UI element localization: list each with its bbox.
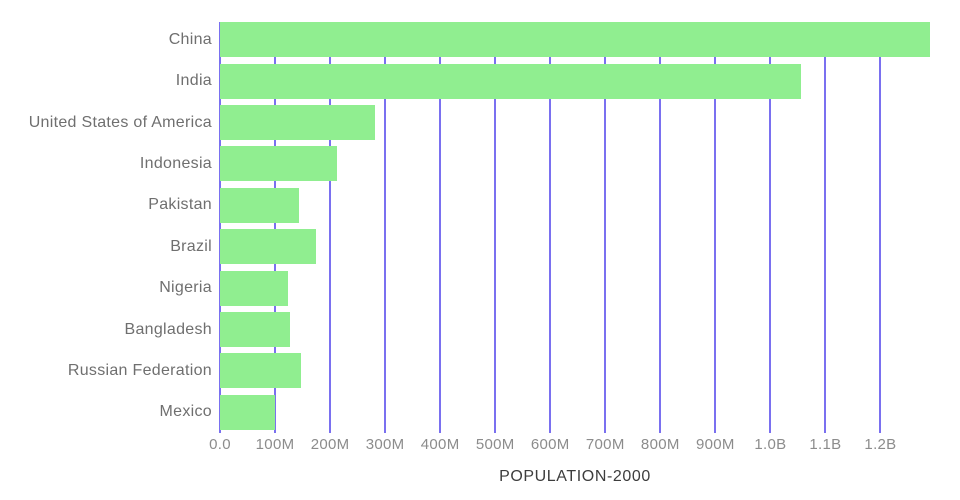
bar-row	[220, 392, 930, 433]
gridline-300M	[384, 22, 387, 433]
chart-title: POPULATION-2000	[499, 468, 651, 485]
bar-row	[220, 102, 930, 143]
x-tick-label: 1.0B	[754, 436, 787, 453]
gridline-800M	[659, 22, 662, 433]
category-label: India	[175, 72, 212, 90]
bar-nigeria	[220, 270, 288, 306]
gridline-400M	[439, 22, 442, 433]
bar-indonesia	[220, 146, 337, 182]
bars-layer	[220, 19, 930, 433]
bar-mexico	[220, 394, 276, 430]
bar-china	[220, 22, 930, 58]
x-tick-label: 200M	[310, 436, 350, 453]
gridline-700M	[604, 22, 607, 433]
x-tick-label: 1.2B	[864, 436, 897, 453]
gridline-1.2B	[879, 22, 882, 433]
gridline-1.1B	[824, 22, 827, 433]
category-label: Nigeria	[159, 279, 212, 297]
x-tick-label: 100M	[255, 436, 295, 453]
category-label: Mexico	[159, 403, 212, 421]
bar-row	[220, 60, 930, 101]
category-label: China	[168, 30, 212, 48]
gridline-1.0B	[769, 22, 772, 433]
bar-row	[220, 143, 930, 184]
category-label: Bangladesh	[124, 320, 212, 338]
y-axis-category-labels: China India United States of America Indone…	[0, 19, 212, 433]
bar-bangladesh	[220, 312, 291, 348]
category-label: Pakistan	[148, 196, 212, 214]
bar-brazil	[220, 229, 317, 265]
category-label: Brazil	[170, 237, 212, 255]
x-tick-label: 900M	[695, 436, 735, 453]
x-tick-label: 1.1B	[809, 436, 842, 453]
x-tick-label: 600M	[530, 436, 570, 453]
gridline-900M	[714, 22, 717, 433]
x-tick-label: 400M	[420, 436, 460, 453]
x-tick-label: 0.0	[209, 436, 231, 453]
x-tick-label: 700M	[585, 436, 625, 453]
category-label: Indonesia	[139, 154, 212, 172]
bar-united-states-of-america	[220, 105, 376, 141]
bar-row	[220, 226, 930, 267]
bar-row	[220, 350, 930, 391]
x-axis-tick-labels: 0.0 100M 200M 300M 400M 500M 600M 700M 800M 900M 1…	[209, 436, 930, 456]
bar-row	[220, 19, 930, 60]
x-tick-label: 500M	[475, 436, 515, 453]
gridline-0.0	[219, 22, 221, 433]
bar-row	[220, 309, 930, 350]
x-tick-label: 300M	[365, 436, 405, 453]
bar-india	[220, 63, 802, 99]
x-tick-label: 800M	[640, 436, 680, 453]
bar-row	[220, 185, 930, 226]
gridline-600M	[549, 22, 552, 433]
category-label: Russian Federation	[67, 361, 212, 379]
bar-pakistan	[220, 187, 299, 223]
bar-row	[220, 267, 930, 308]
gridline-200M	[329, 22, 332, 433]
gridline-100M	[274, 22, 277, 433]
plot-area	[219, 19, 930, 433]
gridline-500M	[494, 22, 497, 433]
category-label: United States of America	[28, 113, 212, 131]
bar-russian-federation	[220, 353, 301, 389]
